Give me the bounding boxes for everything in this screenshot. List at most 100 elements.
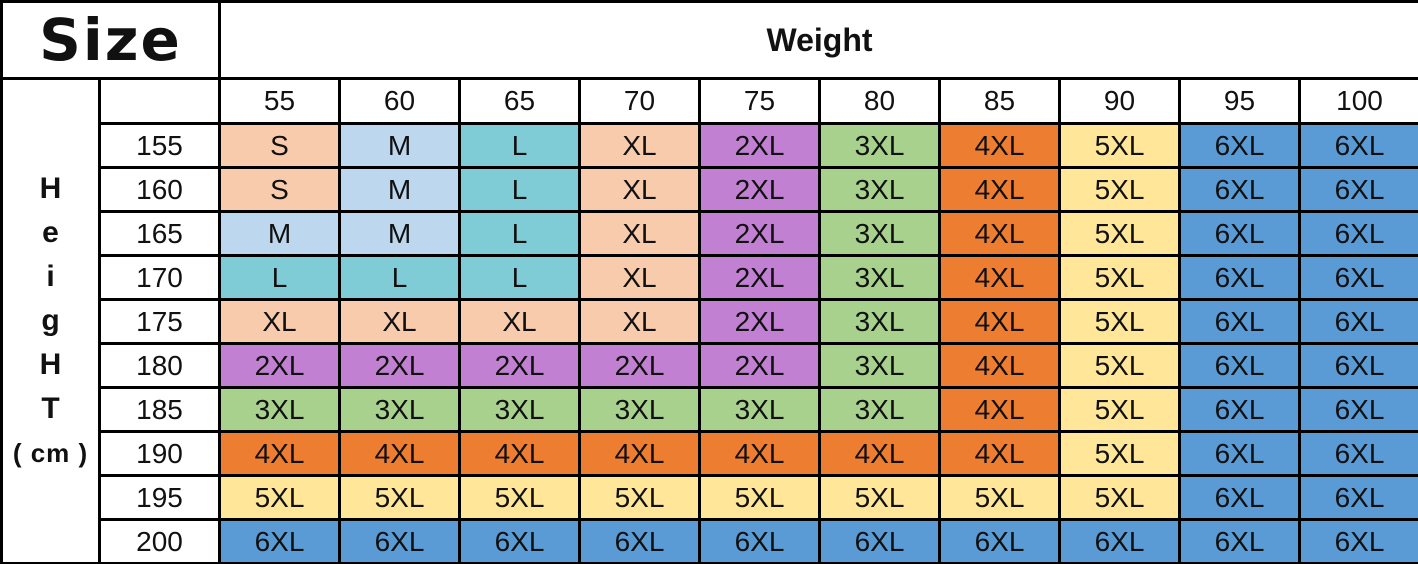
size-cell: M [338, 166, 461, 213]
size-cell: 4XL [458, 430, 581, 477]
size-cell: 6XL [1178, 166, 1301, 213]
size-cell: L [458, 254, 581, 301]
size-cell: 3XL [818, 122, 941, 169]
size-cell: 6XL [1178, 518, 1301, 564]
title-row: Size Weight [0, 0, 1418, 80]
size-cell: 6XL [1058, 518, 1181, 564]
size-cell: 3XL [818, 342, 941, 389]
size-cell: 4XL [938, 122, 1061, 169]
size-cell: 6XL [1298, 430, 1418, 477]
size-cell: 5XL [1058, 298, 1181, 345]
size-cell: 6XL [1298, 166, 1418, 213]
height-cell: 170 [98, 254, 221, 301]
height-cell: 155 [98, 122, 221, 169]
size-cell: 6XL [1178, 210, 1301, 257]
table-row: 165 M M L XL 2XL 3XL 4XL 5XL 6XL 6XL [2, 210, 1418, 257]
size-cell: 6XL [1178, 474, 1301, 521]
table-row: 155 S M L XL 2XL 3XL 4XL 5XL 6XL 6XL [2, 122, 1418, 169]
size-cell: 5XL [1058, 342, 1181, 389]
size-cell: 6XL [1298, 386, 1418, 433]
size-cell: 2XL [698, 254, 821, 301]
size-cell: 4XL [938, 166, 1061, 213]
size-cell: L [458, 210, 581, 257]
size-cell: M [338, 210, 461, 257]
size-cell: 3XL [578, 386, 701, 433]
size-cell: 4XL [938, 254, 1061, 301]
size-cell: 2XL [698, 210, 821, 257]
size-cell: XL [578, 254, 701, 301]
size-cell: 5XL [1058, 210, 1181, 257]
table-row: 175 XL XL XL XL 2XL 3XL 4XL 5XL 6XL 6XL [2, 298, 1418, 345]
size-cell: XL [578, 210, 701, 257]
size-cell: 6XL [338, 518, 461, 564]
size-cell: 3XL [218, 386, 341, 433]
size-cell: 3XL [458, 386, 581, 433]
table-row: 190 4XL 4XL 4XL 4XL 4XL 4XL 4XL 5XL 6XL 6XL [2, 430, 1418, 477]
height-axis-label-char: i [46, 260, 55, 293]
size-cell: 2XL [458, 342, 581, 389]
size-cell: 3XL [818, 254, 941, 301]
size-cell: 2XL [698, 342, 821, 389]
size-cell: XL [218, 298, 341, 345]
height-axis-label-char: e [42, 216, 59, 249]
size-cell: 6XL [1178, 342, 1301, 389]
size-cell: L [458, 166, 581, 213]
size-cell: XL [458, 298, 581, 345]
size-cell: 2XL [578, 342, 701, 389]
size-cell: 4XL [818, 430, 941, 477]
size-cell: M [338, 122, 461, 169]
table-row: 195 5XL 5XL 5XL 5XL 5XL 5XL 5XL 5XL 6XL 6XL [2, 474, 1418, 521]
height-cell: 185 [98, 386, 221, 433]
size-cell: 2XL [338, 342, 461, 389]
height-axis-label-char: g [41, 304, 60, 337]
table-row: 160 S M L XL 2XL 3XL 4XL 5XL 6XL 6XL [2, 166, 1418, 213]
size-cell: 2XL [698, 166, 821, 213]
size-cell: 4XL [938, 210, 1061, 257]
size-cell: XL [578, 298, 701, 345]
table-row: 185 3XL 3XL 3XL 3XL 3XL 3XL 4XL 5XL 6XL 6XL [2, 386, 1418, 433]
height-axis-label-char: ( cm ) [12, 438, 89, 468]
size-cell: 4XL [938, 342, 1061, 389]
size-cell: 6XL [1178, 386, 1301, 433]
size-cell: 4XL [578, 430, 701, 477]
table-row: 170 L L L XL 2XL 3XL 4XL 5XL 6XL 6XL [2, 254, 1418, 301]
weight-header-cell: 100 [1298, 77, 1418, 125]
size-cell: 3XL [698, 386, 821, 433]
size-cell: 6XL [1298, 122, 1418, 169]
size-cell: L [458, 122, 581, 169]
height-cell: 200 [98, 518, 221, 564]
size-cell: XL [578, 122, 701, 169]
weight-header-cell: 65 [458, 77, 581, 125]
size-cell: XL [578, 166, 701, 213]
size-cell: S [218, 166, 341, 213]
size-cell: 2XL [218, 342, 341, 389]
size-cell: 6XL [1298, 298, 1418, 345]
size-cell: S [218, 122, 341, 169]
size-cell: 5XL [818, 474, 941, 521]
size-cell: 6XL [1298, 210, 1418, 257]
height-axis-label-char: H [39, 172, 62, 205]
size-cell: 4XL [938, 298, 1061, 345]
weight-title: Weight [218, 0, 1418, 80]
size-title: Size [0, 0, 221, 80]
size-cell: 4XL [698, 430, 821, 477]
weight-header-cell: 95 [1178, 77, 1301, 125]
size-cell: 5XL [458, 474, 581, 521]
size-cell: M [218, 210, 341, 257]
size-cell: 6XL [218, 518, 341, 564]
size-cell: 2XL [698, 298, 821, 345]
size-cell: 6XL [1178, 254, 1301, 301]
size-cell: XL [338, 298, 461, 345]
size-cell: 5XL [1058, 254, 1181, 301]
size-cell: 2XL [698, 122, 821, 169]
blank-corner-cell [98, 77, 221, 125]
size-cell: 6XL [698, 518, 821, 564]
height-cell: 175 [98, 298, 221, 345]
weight-header-cell: 55 [218, 77, 341, 125]
height-axis-label-char: T [41, 392, 60, 425]
size-cell: 3XL [818, 298, 941, 345]
